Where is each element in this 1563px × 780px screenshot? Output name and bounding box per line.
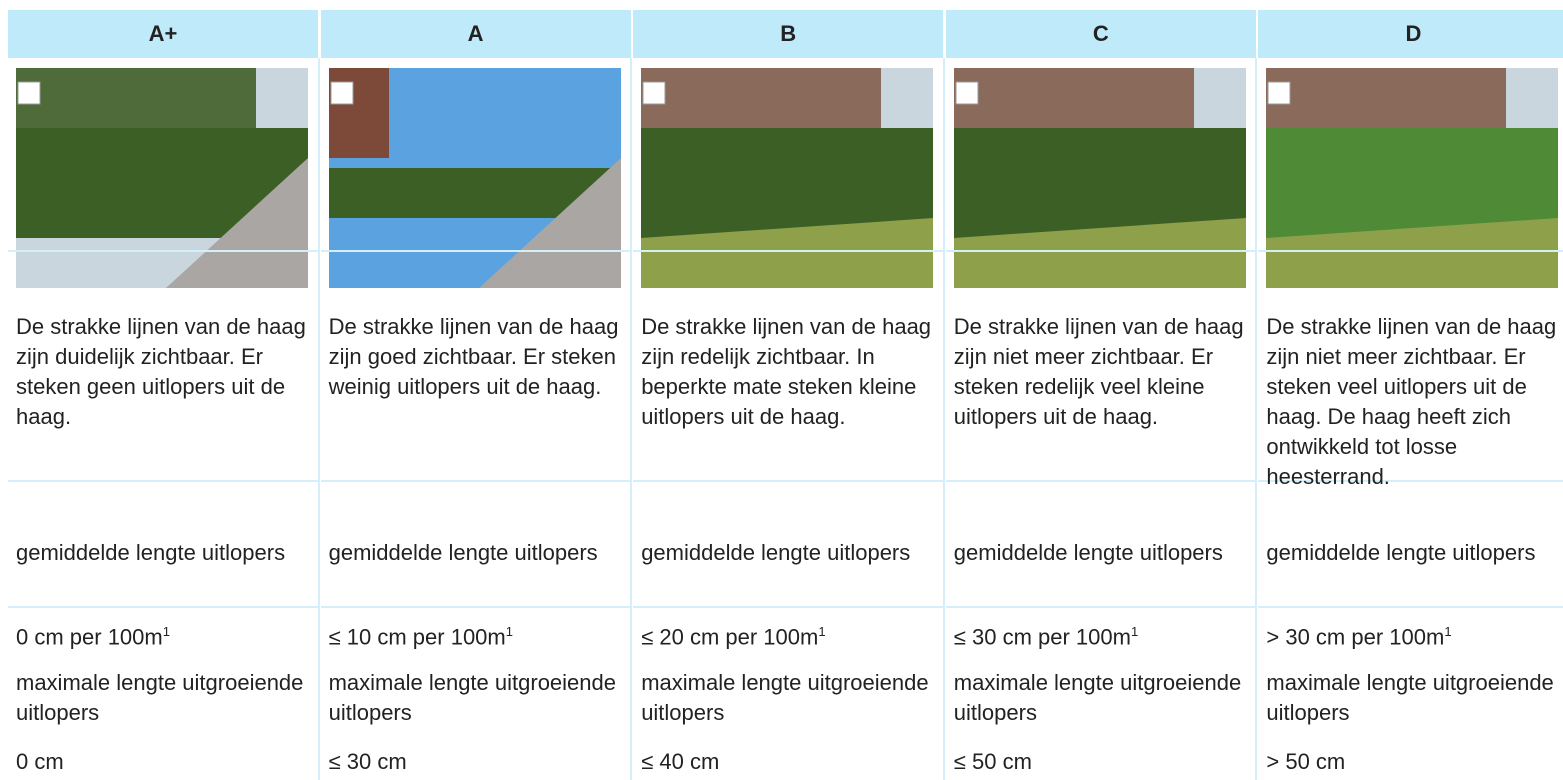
hedge-photo [329,68,621,288]
max-value: ≤ 40 cm [641,747,937,777]
avg-value-text: ≤ 10 cm per 100m [329,624,506,649]
avg-value: ≤ 30 cm per 100m1 [954,617,1250,652]
max-value: > 50 cm [1266,747,1562,777]
row-divider [633,480,943,482]
description: De strakke lijnen van de haag zijn duide… [16,312,312,432]
max-label: maximale lengte uitgroeiende uitlopers [641,668,937,728]
photo-shape [643,82,665,104]
grade-header: B [633,10,943,58]
row-divider [321,480,631,482]
photo-shape [18,82,40,104]
avg-value-sup: 1 [1131,624,1138,639]
avg-value-sup: 1 [163,624,170,639]
row-divider [633,606,943,608]
max-label: maximale lengte uitgroeiende uitlopers [954,668,1250,728]
hedge-photo [16,68,308,288]
avg-value: ≤ 10 cm per 100m1 [329,617,625,652]
column-divider [318,58,320,780]
avg-value: > 30 cm per 100m1 [1266,617,1562,652]
photo-shape [331,82,353,104]
avg-value-sup: 1 [506,624,513,639]
column: A De strakke lijnen van de haag zijn goed… [321,10,631,780]
avg-value: ≤ 20 cm per 100m1 [641,617,937,652]
avg-label: gemiddelde lengte uitlopers [1266,538,1562,568]
hedge-photo [954,68,1246,288]
avg-value-sup: 1 [818,624,825,639]
avg-value-text: ≤ 30 cm per 100m [954,624,1131,649]
row-divider [946,606,1256,608]
row-divider [8,606,318,608]
description: De strakke lijnen van de haag zijn niet … [1266,312,1562,492]
max-value: ≤ 50 cm [954,747,1250,777]
column: B De strakke lijnen van de haag zijn rede… [633,10,943,780]
row-divider [633,250,943,252]
grade-header: C [946,10,1256,58]
max-value: 0 cm [16,747,312,777]
row-divider [946,250,1256,252]
photo-shape [1268,82,1290,104]
row-divider [8,480,318,482]
column: C De strakke lijnen van de haag zijn niet… [946,10,1256,780]
row-divider [1258,250,1563,252]
row-divider [321,606,631,608]
hedge-photo [1266,68,1558,288]
avg-value-sup: 1 [1444,624,1451,639]
description: De strakke lijnen van de haag zijn niet … [954,312,1250,432]
column-divider [630,58,632,780]
column-divider [1255,58,1257,780]
grade-header: D [1258,10,1563,58]
avg-label: gemiddelde lengte uitlopers [954,538,1250,568]
row-divider [1258,606,1563,608]
column: D De strakke lijnen van de haag zijn niet… [1258,10,1563,780]
grade-header: A+ [8,10,318,58]
grade-header: A [321,10,631,58]
description: De strakke lijnen van de haag zijn redel… [641,312,937,432]
page: A+ De strakke lijnen van de haag zijn dui… [0,0,1563,780]
avg-label: gemiddelde lengte uitlopers [641,538,937,568]
avg-value: 0 cm per 100m1 [16,617,312,652]
row-divider [946,480,1256,482]
max-label: maximale lengte uitgroeiende uitlopers [329,668,625,728]
avg-value-text: 0 cm per 100m [16,624,163,649]
column: A+ De strakke lijnen van de haag zijn dui… [8,10,318,780]
row-divider [8,250,318,252]
avg-label: gemiddelde lengte uitlopers [329,538,625,568]
avg-value-text: ≤ 20 cm per 100m [641,624,818,649]
description: De strakke lijnen van de haag zijn goed … [329,312,625,402]
avg-value-text: > 30 cm per 100m [1266,624,1444,649]
column-divider [943,58,945,780]
max-value: ≤ 30 cm [329,747,625,777]
row-divider [321,250,631,252]
hedge-photo [641,68,933,288]
max-label: maximale lengte uitgroeiende uitlopers [1266,668,1562,728]
avg-label: gemiddelde lengte uitlopers [16,538,312,568]
photo-shape [956,82,978,104]
max-label: maximale lengte uitgroeiende uitlopers [16,668,312,728]
